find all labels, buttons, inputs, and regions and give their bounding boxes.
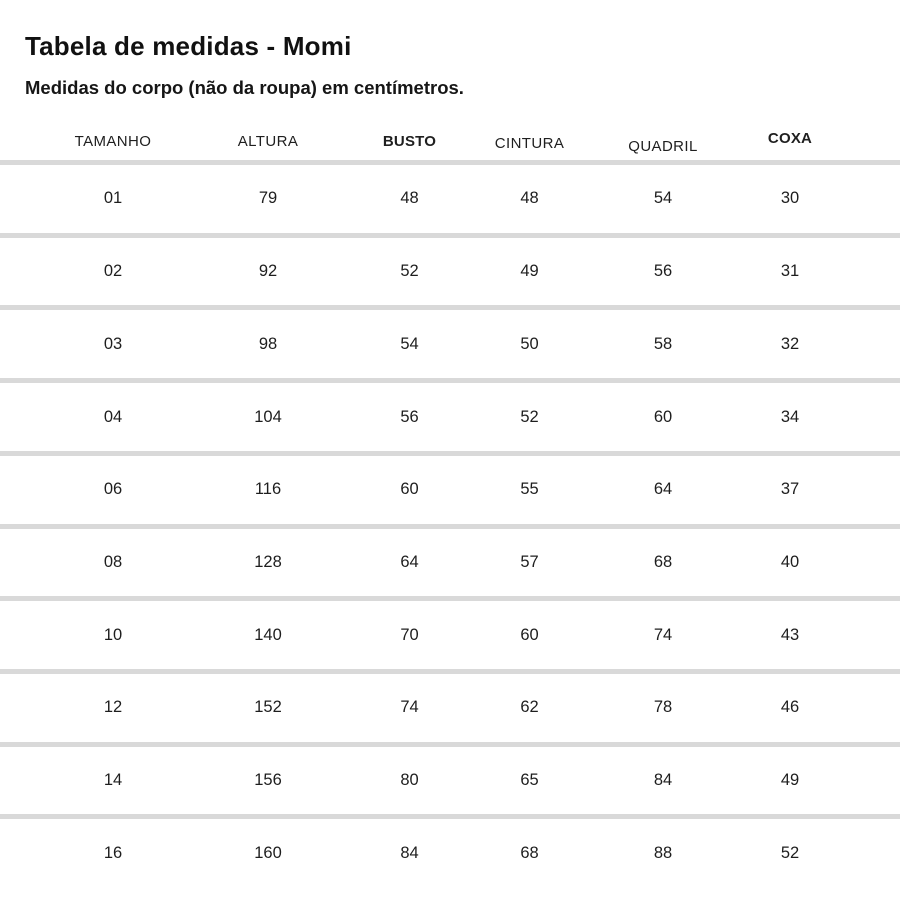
table-row: 12 152 74 62 78 46 — [0, 669, 900, 742]
table-cell: 16 — [103, 843, 123, 862]
table-cell: 08 — [103, 552, 123, 571]
page-subtitle: Medidas do corpo (não da roupa) em centí… — [25, 77, 464, 98]
table-cell: 52 — [520, 407, 539, 426]
table-cell: 14 — [103, 771, 123, 790]
table-cell: 64 — [653, 480, 673, 499]
table-cell: 12 — [103, 698, 123, 717]
column-header-altura: ALTURA — [237, 132, 299, 150]
table-row: 02 92 52 49 56 31 — [0, 232, 900, 306]
table-cell: 78 — [653, 698, 673, 717]
table-row: 01 79 48 48 54 30 — [0, 160, 900, 233]
table-cell: 56 — [400, 407, 419, 426]
table-cell: 128 — [254, 552, 282, 571]
table-cell: 43 — [780, 625, 800, 644]
table-row: 04 104 56 52 60 34 — [0, 378, 900, 451]
table-cell: 74 — [400, 698, 419, 717]
table-cell: 01 — [103, 189, 123, 208]
table-cell: 55 — [520, 480, 539, 499]
page-title: Tabela de medidas - Momi — [25, 31, 352, 61]
table-cell: 98 — [258, 334, 278, 353]
table-cell: 03 — [103, 334, 123, 353]
table-cell: 49 — [780, 771, 800, 790]
table-cell: 156 — [254, 771, 282, 790]
table-cell: 160 — [254, 843, 282, 862]
column-header-busto: BUSTO — [382, 132, 437, 150]
table-header-row: TAMANHO ALTURA BUSTO CINTURA QUADRIL COXA — [0, 126, 900, 156]
column-header-coxa: COXA — [767, 129, 813, 147]
table-cell: 68 — [653, 552, 673, 571]
table-cell: 64 — [400, 552, 419, 571]
table-row: 10 140 70 60 74 43 — [0, 596, 900, 669]
table-cell: 56 — [653, 262, 673, 281]
table-cell: 04 — [103, 407, 123, 426]
table-cell: 62 — [520, 698, 539, 717]
table-cell: 88 — [653, 843, 673, 862]
table-cell: 68 — [520, 843, 539, 862]
table-cell: 116 — [254, 480, 282, 499]
table-cell: 34 — [780, 407, 800, 426]
table-row: 06 116 60 55 64 37 — [0, 450, 900, 524]
table-cell: 140 — [254, 625, 282, 644]
table-cell: 84 — [400, 843, 419, 862]
table-cell: 54 — [653, 189, 673, 208]
table-row: 16 160 84 68 88 52 — [0, 814, 900, 887]
column-header-cintura: CINTURA — [494, 134, 565, 152]
table-row: 14 156 80 65 84 49 — [0, 741, 900, 815]
table-cell: 46 — [780, 698, 800, 717]
table-cell: 74 — [653, 625, 673, 644]
table-cell: 54 — [400, 334, 419, 353]
table-row: 03 98 54 50 58 32 — [0, 305, 900, 378]
table-cell: 92 — [258, 262, 278, 281]
table-cell: 31 — [780, 262, 800, 281]
table-cell: 70 — [400, 625, 419, 644]
table-cell: 02 — [103, 262, 123, 281]
table-cell: 48 — [400, 189, 419, 208]
table-cell: 60 — [520, 625, 539, 644]
table-cell: 65 — [520, 771, 539, 790]
table-cell: 58 — [653, 334, 673, 353]
table-cell: 06 — [103, 480, 123, 499]
table-cell: 104 — [254, 407, 282, 426]
table-cell: 10 — [103, 625, 123, 644]
table-cell: 152 — [254, 698, 282, 717]
table-cell: 49 — [520, 262, 539, 281]
table-cell: 48 — [520, 189, 539, 208]
table-cell: 60 — [653, 407, 673, 426]
table-body: 01 79 48 48 54 30 02 92 52 49 56 31 03 98 54 50 58 32 04 10… — [0, 160, 900, 887]
table-cell: 80 — [400, 771, 419, 790]
column-header-quadril: QUADRIL — [628, 137, 698, 155]
table-row: 08 128 64 57 68 40 — [0, 523, 900, 597]
column-header-tamanho: TAMANHO — [74, 132, 152, 150]
table-cell: 60 — [400, 480, 419, 499]
table-cell: 52 — [780, 843, 800, 862]
table-cell: 32 — [780, 334, 800, 353]
table-cell: 50 — [520, 334, 539, 353]
table-cell: 52 — [400, 262, 419, 281]
table-cell: 84 — [653, 771, 673, 790]
table-cell: 57 — [520, 552, 539, 571]
table-cell: 37 — [780, 480, 800, 499]
table-cell: 30 — [780, 189, 800, 208]
table-cell: 40 — [780, 552, 800, 571]
table-cell: 79 — [258, 189, 278, 208]
